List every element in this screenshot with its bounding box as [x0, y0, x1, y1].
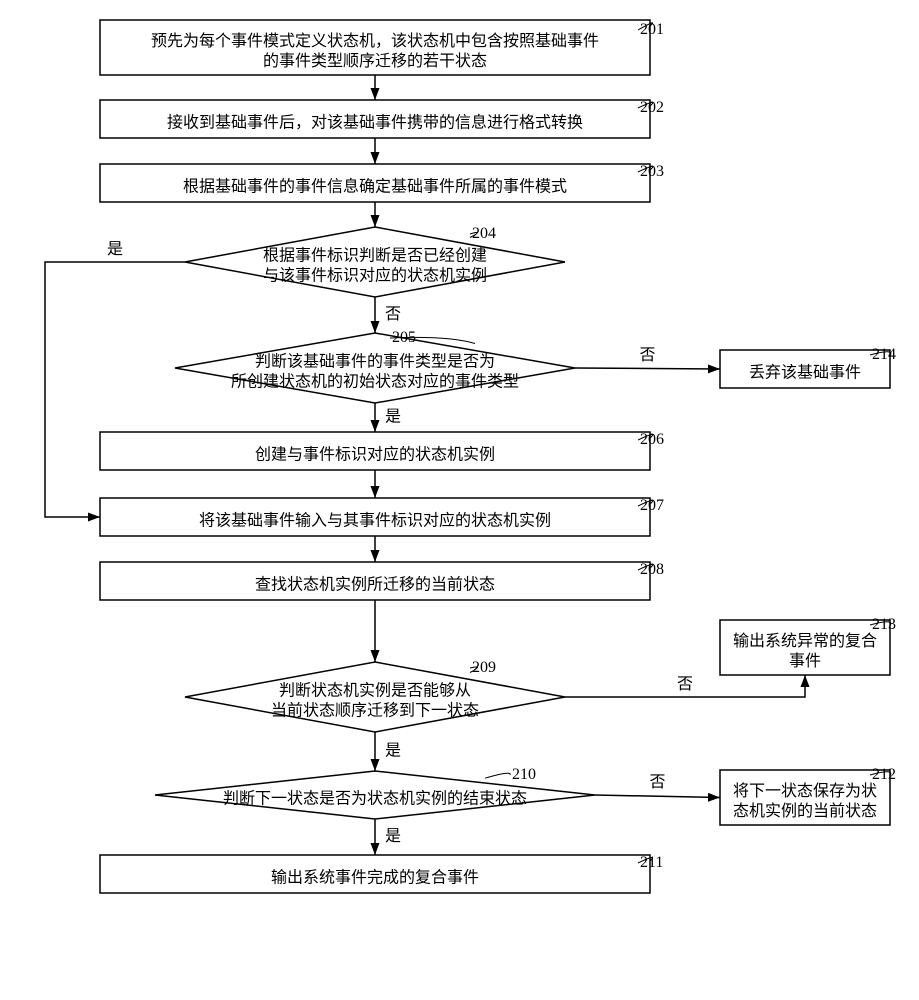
svg-text:丢弃该基础事件: 丢弃该基础事件 — [749, 364, 861, 382]
node-202: 接收到基础事件后，对该基础事件携带的信息进行格式转换 — [100, 100, 650, 138]
edge-label: 否 — [385, 306, 401, 323]
step-label-204: 204 — [472, 225, 496, 242]
node-211: 输出系统事件完成的复合事件 — [100, 855, 650, 893]
svg-text:根据事件标识判断是否已经创建: 根据事件标识判断是否已经创建 — [263, 247, 487, 265]
svg-text:预先为每个事件模式定义状态机，该状态机中包含按照基础事件: 预先为每个事件模式定义状态机，该状态机中包含按照基础事件 — [151, 32, 599, 50]
node-206: 创建与事件标识对应的状态机实例 — [100, 432, 650, 470]
edge-label: 是 — [385, 828, 401, 845]
node-213: 输出系统异常的复合事件 — [720, 620, 890, 675]
edge-label: 是 — [107, 241, 123, 258]
edge-n205-n214 — [575, 368, 720, 369]
svg-text:将下一状态保存为状: 将下一状态保存为状 — [733, 782, 877, 800]
svg-text:判断下一状态是否为状态机实例的结束状态: 判断下一状态是否为状态机实例的结束状态 — [223, 790, 527, 808]
svg-text:输出系统异常的复合: 输出系统异常的复合 — [733, 632, 877, 650]
node-207: 将该基础事件输入与其事件标识对应的状态机实例 — [100, 498, 650, 536]
node-208: 查找状态机实例所迁移的当前状态 — [100, 562, 650, 600]
svg-text:态机实例的当前状态: 态机实例的当前状态 — [733, 802, 877, 820]
node-209: 判断状态机实例是否能够从当前状态顺序迁移到下一状态 — [185, 662, 565, 732]
svg-text:判断状态机实例是否能够从: 判断状态机实例是否能够从 — [279, 682, 471, 700]
svg-text:与该事件标识对应的状态机实例: 与该事件标识对应的状态机实例 — [263, 266, 487, 285]
node-204: 根据事件标识判断是否已经创建与该事件标识对应的状态机实例 — [185, 227, 565, 297]
flowchart-diagram: 预先为每个事件模式定义状态机，该状态机中包含按照基础事件的事件类型顺序迁移的若干… — [0, 0, 919, 1000]
step-label-208: 208 — [640, 561, 664, 578]
step-label-201: 201 — [640, 21, 664, 38]
edge-label: 是 — [385, 743, 401, 760]
edge-label: 否 — [639, 347, 655, 364]
step-label-212: 212 — [872, 766, 896, 783]
svg-text:输出系统事件完成的复合事件: 输出系统事件完成的复合事件 — [271, 869, 479, 887]
step-label-211: 211 — [640, 854, 663, 871]
step-label-207: 207 — [640, 497, 664, 514]
step-label-209: 209 — [472, 659, 496, 676]
step-label-213: 213 — [872, 616, 896, 633]
node-212: 将下一状态保存为状态机实例的当前状态 — [720, 770, 890, 825]
step-label-214: 214 — [872, 346, 896, 363]
step-label-203: 203 — [640, 163, 664, 180]
svg-text:根据基础事件的事件信息确定基础事件所属的事件模式: 根据基础事件的事件信息确定基础事件所属的事件模式 — [183, 178, 567, 196]
step-label-202: 202 — [640, 99, 664, 116]
edge-label: 否 — [677, 676, 693, 693]
edge-n210-n212 — [595, 795, 720, 798]
edge-n204-n207 — [45, 262, 185, 517]
step-label-205: 205 — [392, 329, 416, 346]
svg-text:事件: 事件 — [789, 652, 821, 670]
svg-text:所创建状态机的初始状态对应的事件类型: 所创建状态机的初始状态对应的事件类型 — [231, 372, 519, 391]
edge-label: 否 — [649, 774, 665, 791]
node-205: 判断该基础事件的事件类型是否为所创建状态机的初始状态对应的事件类型 — [175, 333, 575, 403]
node-203: 根据基础事件的事件信息确定基础事件所属的事件模式 — [100, 164, 650, 202]
edge-label: 是 — [385, 409, 401, 426]
step-label-206: 206 — [640, 431, 664, 448]
svg-text:接收到基础事件后，对该基础事件携带的信息进行格式转换: 接收到基础事件后，对该基础事件携带的信息进行格式转换 — [167, 114, 583, 132]
step-label-210: 210 — [512, 766, 536, 783]
svg-text:创建与事件标识对应的状态机实例: 创建与事件标识对应的状态机实例 — [255, 445, 495, 464]
node-201: 预先为每个事件模式定义状态机，该状态机中包含按照基础事件的事件类型顺序迁移的若干… — [100, 20, 650, 75]
svg-text:将该基础事件输入与其事件标识对应的状态机实例: 将该基础事件输入与其事件标识对应的状态机实例 — [199, 511, 551, 530]
svg-text:的事件类型顺序迁移的若干状态: 的事件类型顺序迁移的若干状态 — [263, 52, 487, 70]
svg-text:当前状态顺序迁移到下一状态: 当前状态顺序迁移到下一状态 — [271, 702, 479, 720]
node-214: 丢弃该基础事件 — [720, 350, 890, 388]
svg-text:查找状态机实例所迁移的当前状态: 查找状态机实例所迁移的当前状态 — [255, 576, 495, 594]
svg-text:判断该基础事件的事件类型是否为: 判断该基础事件的事件类型是否为 — [255, 353, 495, 371]
